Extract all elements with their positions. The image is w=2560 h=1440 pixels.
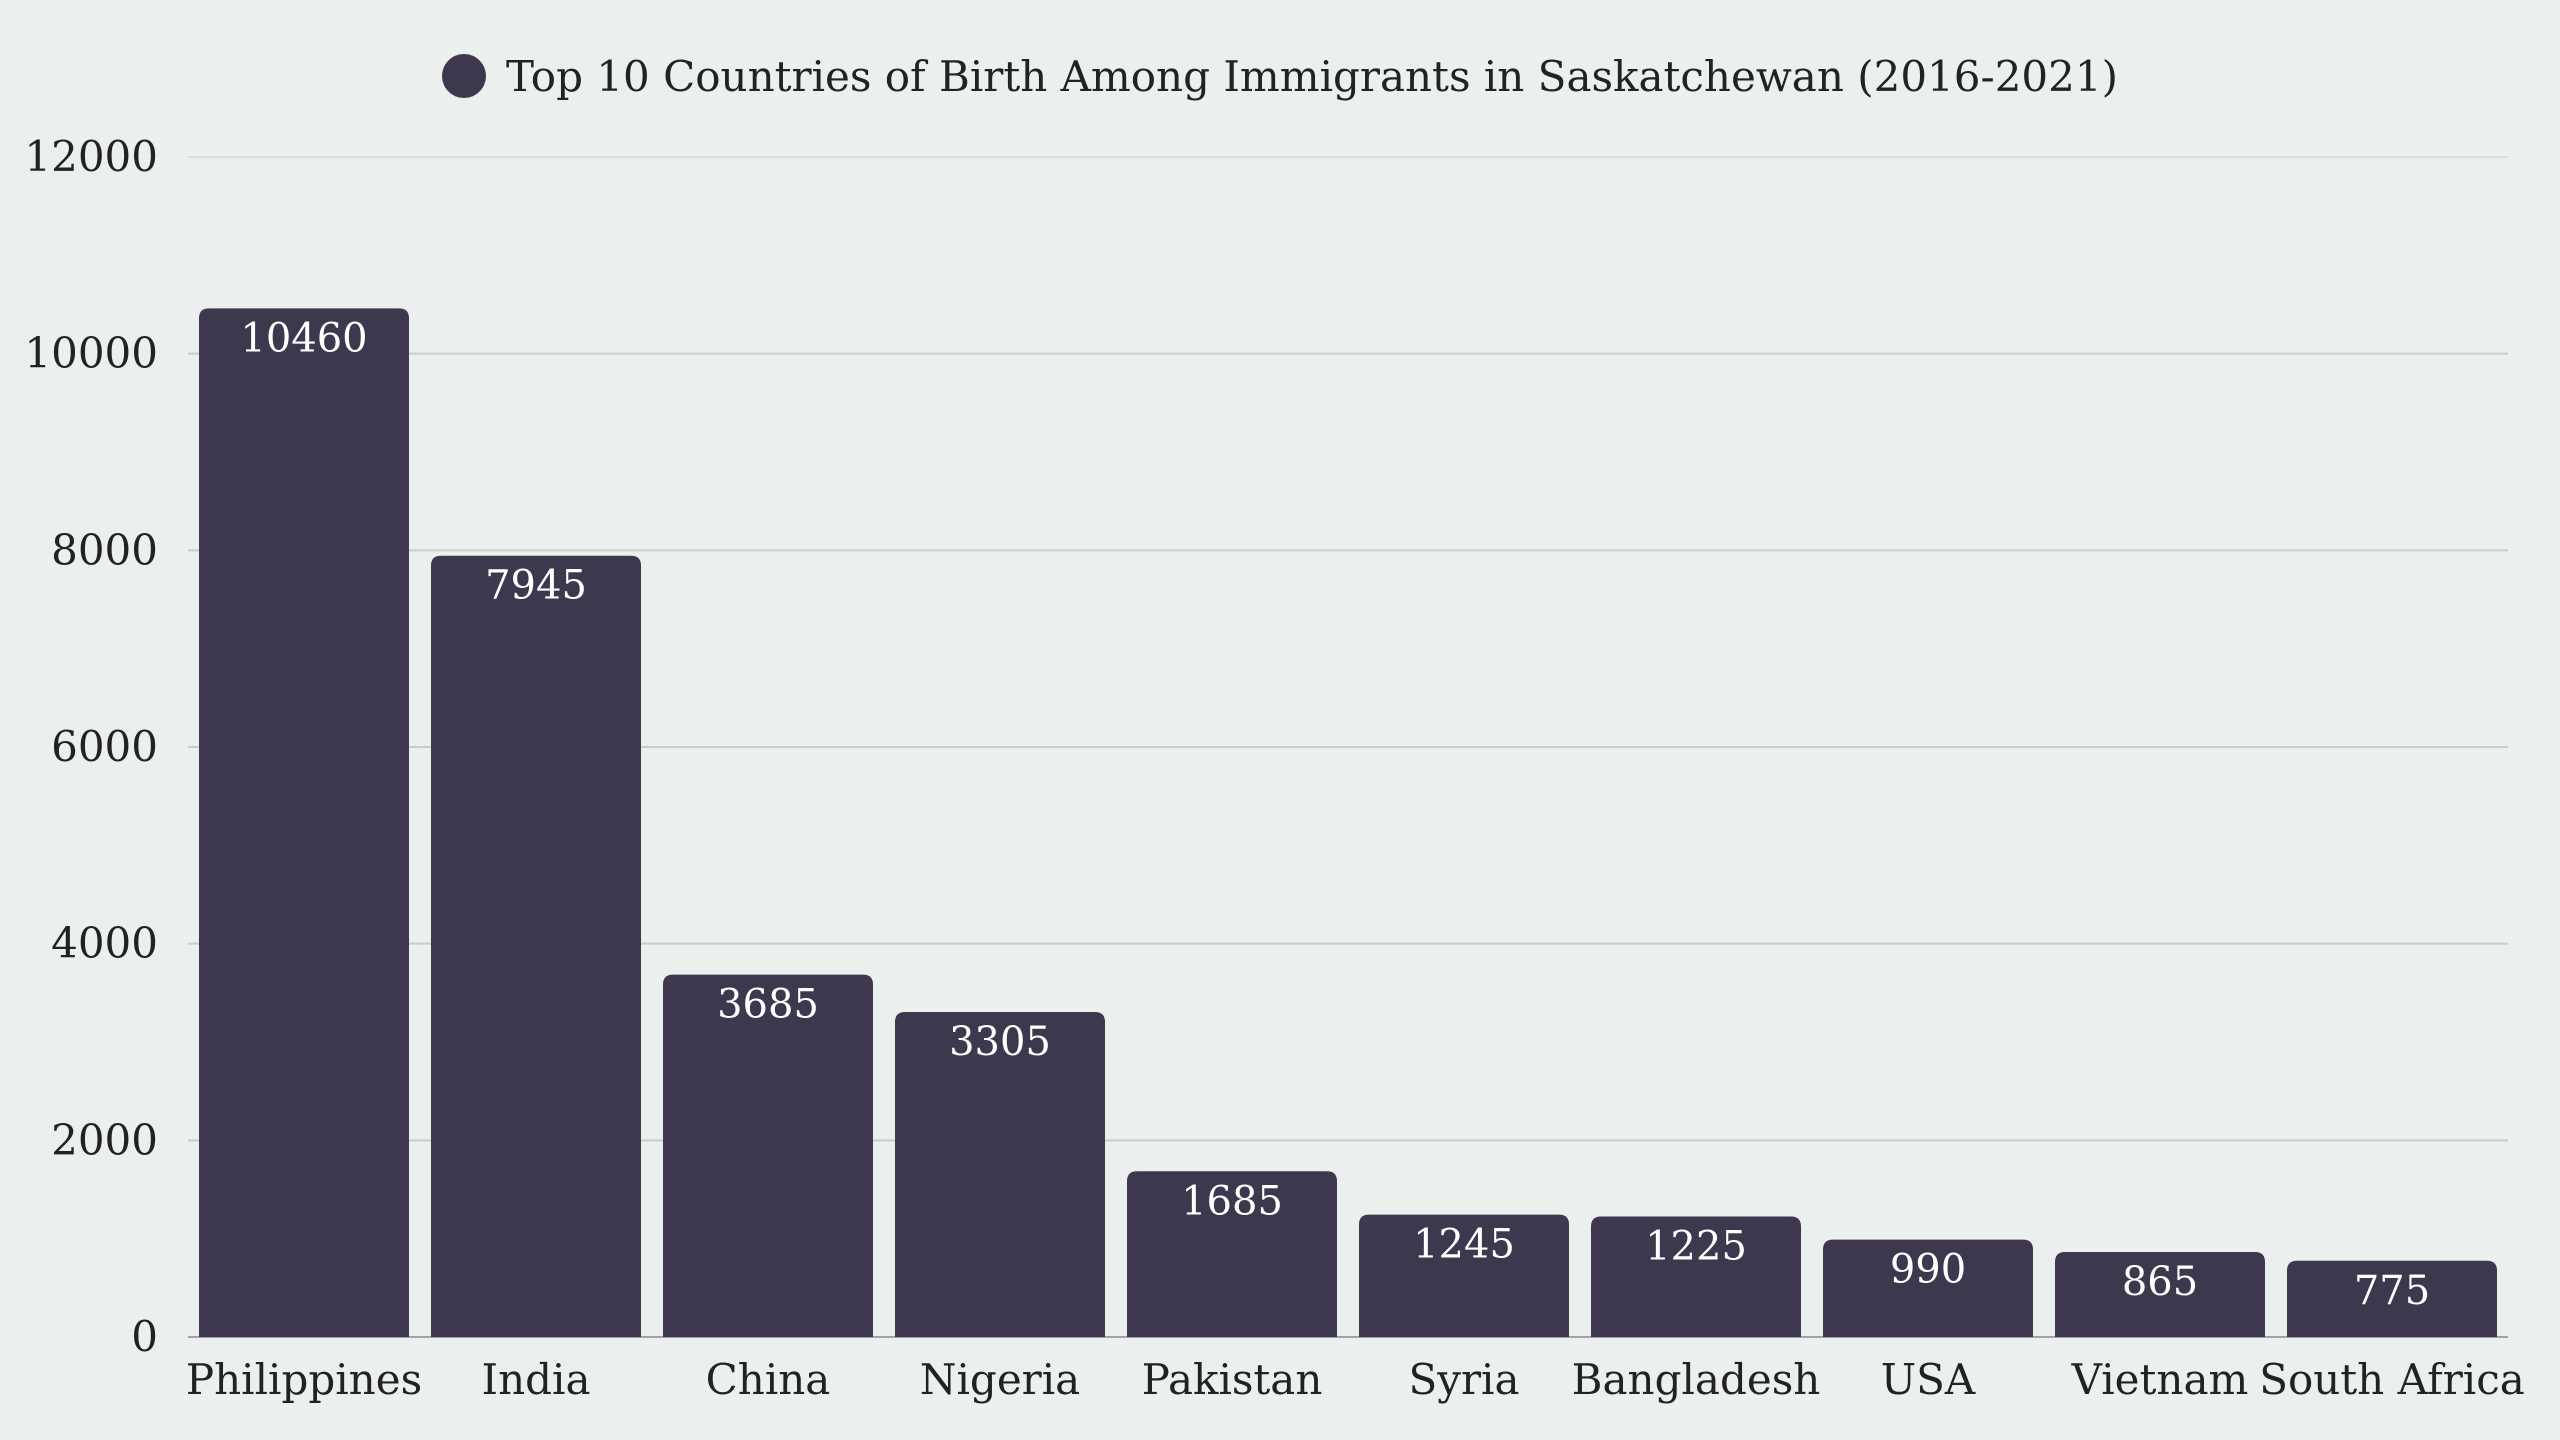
bar-value-labels: 10460 7945 3685 3305 1685 1245 1225 990 865 775 (240, 315, 2430, 1313)
legend-label: Top 10 Countries of Birth Among Immigran… (506, 51, 2118, 101)
y-tick-label: 4000 (51, 919, 158, 968)
bar-syria (1359, 1214, 1569, 1337)
bar-south-africa (2287, 1260, 2497, 1337)
bar-india (431, 555, 641, 1337)
y-tick-label: 10000 (24, 329, 158, 378)
bar-usa (1823, 1239, 2033, 1337)
bar-pakistan (1127, 1171, 1337, 1337)
bars (199, 308, 2497, 1337)
x-tick-label: Bangladesh (1572, 1355, 1821, 1404)
x-tick-label: USA (1881, 1355, 1976, 1404)
y-tick-label: 0 (131, 1312, 158, 1361)
x-tick-label: Vietnam (2071, 1355, 2249, 1404)
bar-nigeria (895, 1012, 1105, 1337)
bar-bangladesh (1591, 1216, 1801, 1337)
x-tick-label: Philippines (186, 1355, 422, 1404)
x-tick-label: Nigeria (920, 1355, 1080, 1404)
bar-vietnam (2055, 1251, 2265, 1337)
x-tick-label: South Africa (2259, 1355, 2525, 1404)
legend-marker (442, 54, 487, 98)
bar-value-label: 3685 (717, 982, 819, 1028)
bar-value-label: 3305 (949, 1019, 1051, 1065)
bar-value-label: 1245 (1413, 1222, 1515, 1268)
x-tick-label: Syria (1408, 1355, 1519, 1404)
legend: Top 10 Countries of Birth Among Immigran… (0, 40, 2560, 112)
y-tick-label: 2000 (51, 1115, 158, 1164)
bar-china (663, 974, 873, 1337)
bar-value-label: 865 (2122, 1259, 2198, 1305)
x-axis: Philippines India China Nigeria Pakistan Syri… (186, 1355, 2525, 1404)
bar-value-label: 7945 (485, 563, 587, 609)
bar-philippines (199, 308, 409, 1337)
y-tick-label: 6000 (51, 722, 158, 771)
bar-value-label: 990 (1890, 1247, 1966, 1293)
bar-value-label: 775 (2354, 1268, 2430, 1314)
bar-value-label: 1225 (1645, 1224, 1747, 1270)
x-tick-label: Pakistan (1142, 1355, 1323, 1404)
x-tick-label: China (706, 1355, 831, 1404)
y-axis: 0 2000 4000 6000 8000 10000 12000 (24, 132, 158, 1361)
x-tick-label: India (482, 1355, 591, 1404)
y-tick-label: 8000 (51, 525, 158, 574)
bar-value-label: 1685 (1181, 1178, 1283, 1224)
y-tick-label: 12000 (24, 132, 158, 181)
bar-value-label: 10460 (240, 315, 367, 361)
